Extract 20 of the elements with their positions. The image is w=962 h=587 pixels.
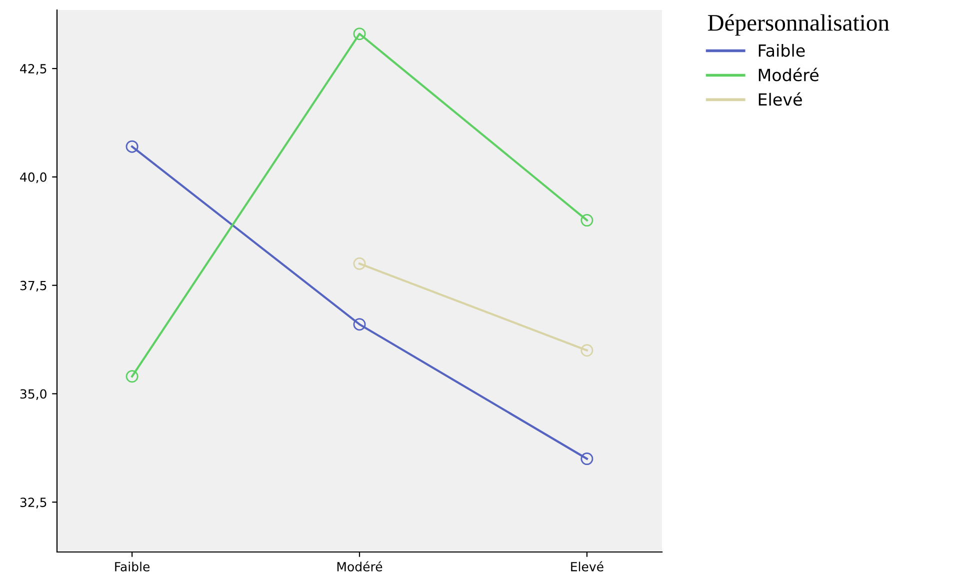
y-tick-label: 37,5 — [20, 280, 46, 292]
legend-label: Modéré — [758, 68, 819, 82]
x-tick-label: Modéré — [337, 561, 382, 572]
x-tick-label: Elevé — [571, 561, 604, 572]
y-tick-label: 42,5 — [20, 64, 46, 75]
point — [580, 452, 594, 466]
y-tick-label: 35,0 — [20, 389, 46, 400]
x-tick-label: Faible — [115, 562, 150, 572]
point — [126, 140, 138, 153]
point — [353, 257, 366, 270]
y-tick-label: 32,5 — [20, 498, 46, 508]
point — [353, 318, 366, 331]
legend-label: Faible — [758, 44, 805, 57]
point — [126, 370, 138, 383]
point — [580, 344, 594, 357]
legend-title: Dépersonnalisation — [708, 14, 890, 36]
y-tick-label: 40,0 — [20, 172, 46, 184]
point — [353, 28, 366, 40]
point — [580, 214, 594, 227]
legend-label: Elevé — [758, 92, 802, 106]
